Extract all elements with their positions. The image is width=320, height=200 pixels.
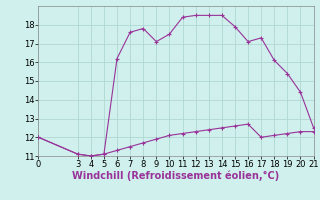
X-axis label: Windchill (Refroidissement éolien,°C): Windchill (Refroidissement éolien,°C) — [72, 171, 280, 181]
